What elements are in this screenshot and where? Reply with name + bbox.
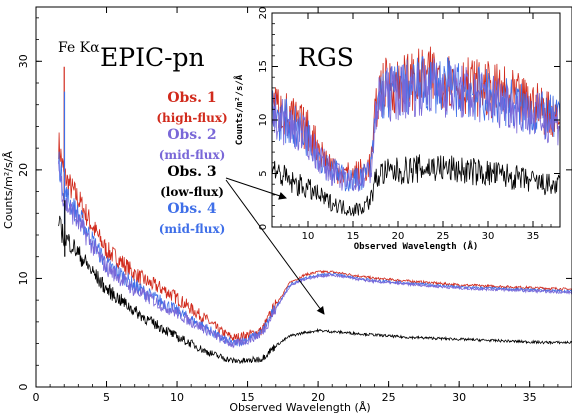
arrow-to-main [225, 179, 325, 315]
main-ytick-label: 0 [17, 384, 30, 391]
epic-pn-label: EPIC-pn [100, 43, 205, 72]
main-xtick-label: 10 [170, 391, 184, 404]
main-series-4 [58, 151, 572, 348]
legend-obs2-title: Obs. 2 [167, 127, 216, 143]
inset-ytick-label: 5 [258, 170, 269, 176]
legend-obs3-title: Obs. 3 [167, 164, 216, 180]
inset-ytick-label: 0 [258, 224, 269, 230]
main-xtick-label: 5 [103, 391, 110, 404]
legend-obs4-title: Obs. 4 [167, 201, 217, 217]
main-x-axis-title: Observed Wavelength (Å) [229, 401, 370, 414]
legend-obs3-sub: (low-flux) [160, 185, 224, 199]
arrow-to-inset [225, 177, 287, 200]
inset-ytick-label: 20 [258, 7, 269, 20]
main-xtick-label: 0 [33, 391, 40, 404]
main-ytick-label: 30 [17, 54, 30, 68]
main-x-ticks: 0 5 10 15 20 25 30 35 [33, 7, 572, 404]
inset-xtick-label: 10 [302, 231, 315, 242]
inset-xtick-label: 20 [392, 231, 405, 242]
rgs-label: RGS [298, 43, 354, 72]
legend-obs1-sub: (high-flux) [156, 111, 227, 125]
fe-k-alpha-label: Fe Kα [58, 40, 100, 56]
main-plot: 0 5 10 15 20 25 30 35 0 10 20 30 Observed Waveleng… [2, 6, 572, 414]
inset-x-ticks: 10 15 20 25 30 35 [271, 13, 561, 242]
main-y-ticks: 0 10 20 30 [17, 17, 572, 391]
inset-ytick-label: 10 [258, 114, 269, 127]
main-xtick-label: 25 [382, 391, 396, 404]
main-xtick-label: 35 [523, 391, 537, 404]
inset-ytick-label: 15 [258, 60, 269, 73]
main-ytick-label: 10 [17, 271, 30, 285]
main-ytick-label: 20 [17, 163, 30, 177]
legend: Obs. 1 (high-flux) Obs. 2 (mid-flux) Obs… [156, 90, 227, 236]
inset-xtick-label: 25 [437, 231, 450, 242]
inset-xtick-label: 15 [347, 231, 360, 242]
main-series-layer [58, 66, 572, 364]
main-series-2 [58, 161, 572, 349]
main-xtick-label: 15 [241, 391, 255, 404]
main-series-1 [58, 132, 572, 342]
main-xtick-label: 20 [311, 391, 325, 404]
legend-obs4-sub: (mid-flux) [159, 222, 226, 236]
inset-series-2 [271, 58, 561, 192]
main-series-3 [58, 215, 572, 364]
inset-y-axis-title: Counts/m²/s/Å [234, 74, 245, 145]
inset-series-3 [271, 154, 561, 217]
inset-xtick-label: 35 [527, 231, 540, 242]
legend-obs2-sub: (mid-flux) [159, 148, 226, 162]
rgs-inset: 10 15 20 25 30 35 0 5 10 15 20 Observed Wavelengt… [234, 7, 561, 252]
main-y-axis-title: Counts/m²/s/Å [2, 151, 15, 229]
inset-xtick-label: 30 [482, 231, 495, 242]
legend-obs1-title: Obs. 1 [167, 90, 216, 106]
inset-x-axis-title: Observed Wavelength (Å) [354, 241, 479, 252]
inset-y-ticks: 0 5 10 15 20 [258, 7, 560, 230]
main-xtick-label: 30 [452, 391, 466, 404]
inset-background [272, 13, 560, 227]
inset-series-layer [271, 46, 561, 217]
